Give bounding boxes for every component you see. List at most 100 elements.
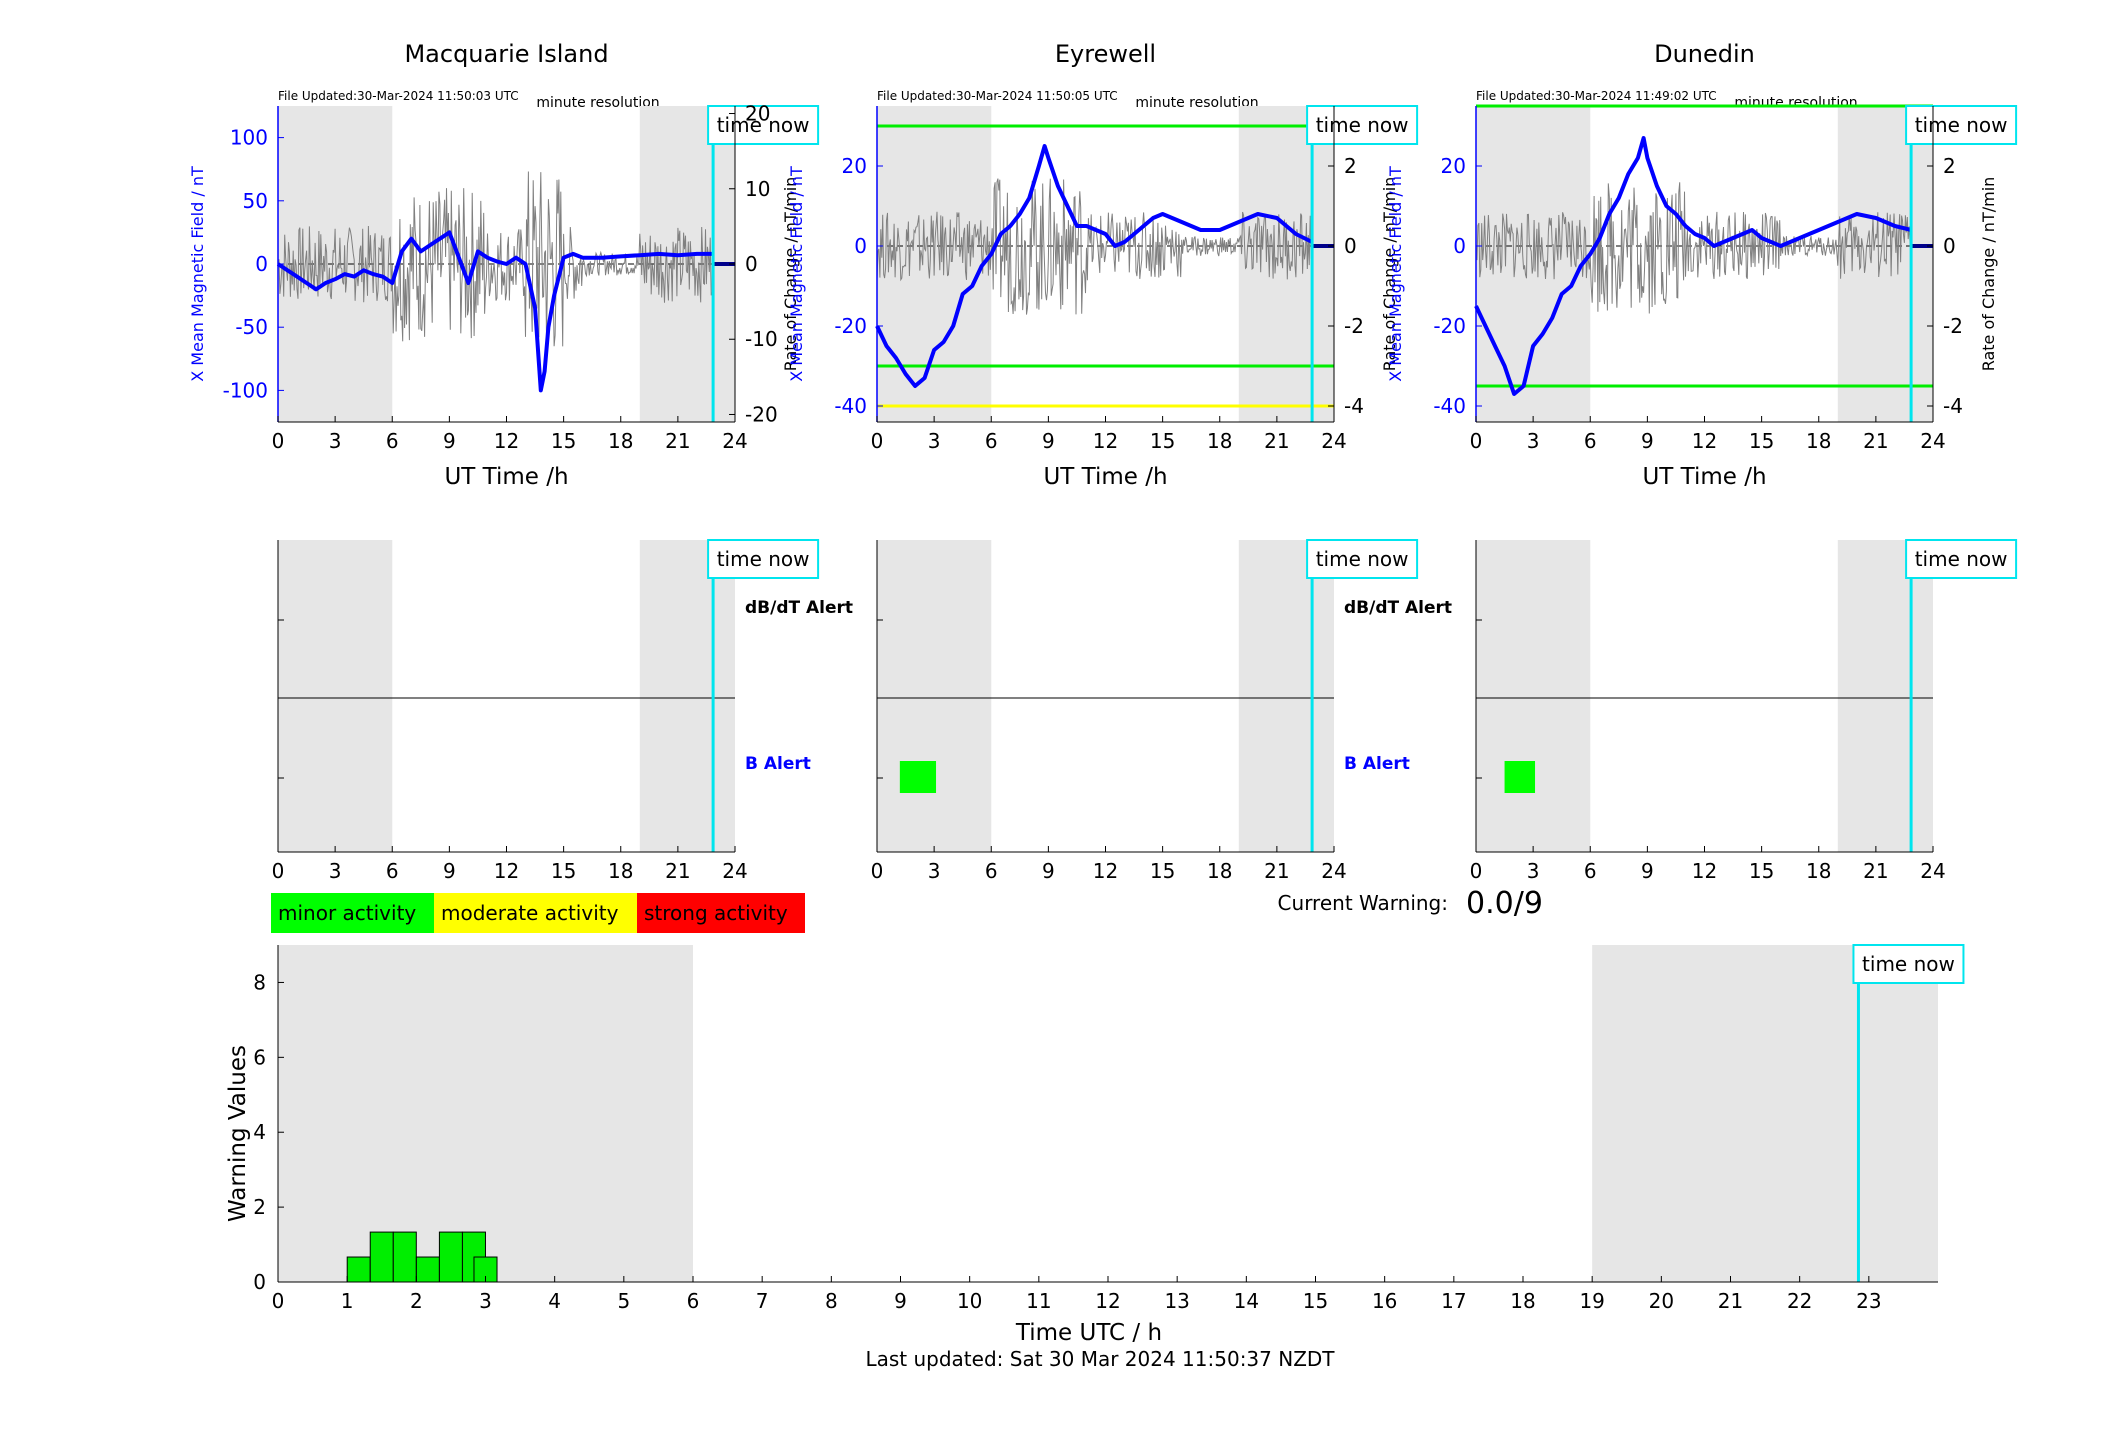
x-tick-label: 6	[386, 859, 399, 883]
x-tick-label: 24	[1321, 429, 1346, 453]
field-panel: Macquarie Island File Updated:30-Mar-2024…	[188, 40, 820, 490]
y-tick-label: 20	[1441, 154, 1466, 178]
x-tick-label: 3	[329, 429, 342, 453]
x-tick-label: 0	[1470, 859, 1483, 883]
x-tick-label: 18	[1806, 859, 1831, 883]
x-tick-label: 18	[1207, 859, 1232, 883]
night-shade	[278, 945, 693, 1282]
legend-swatch	[271, 893, 434, 933]
station-title: Dunedin	[1654, 40, 1755, 68]
x-tick-label: 7	[756, 1289, 769, 1313]
time-now-label: time now	[1316, 113, 1409, 137]
y-tick-label: 20	[842, 154, 867, 178]
x-tick-label: 18	[1510, 1289, 1535, 1313]
x-tick-label: 15	[1749, 859, 1774, 883]
x-tick-label: 21	[1863, 429, 1888, 453]
file-updated-text: File Updated:30-Mar-2024 11:50:05 UTC	[877, 89, 1118, 103]
x-tick-label: 3	[1527, 859, 1540, 883]
y-tick-label: 8	[253, 970, 266, 994]
mean-field-line	[1474, 136, 1912, 396]
x-tick-label: 12	[494, 859, 519, 883]
x-tick-label: 0	[871, 859, 884, 883]
warning-bar	[346, 1256, 371, 1283]
time-now-label: time now	[1862, 952, 1955, 976]
y-tick-label: -20	[834, 314, 867, 338]
minute-resolution-label: minute resolution	[536, 95, 659, 111]
y-right-tick-label: 2	[1943, 154, 1956, 178]
b-alert-marker	[899, 761, 937, 793]
warning-bar	[369, 1231, 394, 1283]
x-tick-label: 3	[479, 1289, 492, 1313]
x-axis-label: UT Time /h	[444, 464, 568, 490]
x-tick-label: 15	[551, 859, 576, 883]
night-shade	[1476, 540, 1591, 852]
x-axis-label: UT Time /h	[1642, 464, 1766, 490]
x-tick-label: 9	[1042, 429, 1055, 453]
x-tick-label: 6	[1584, 429, 1597, 453]
warning-bar	[392, 1231, 417, 1283]
x-tick-label: 12	[1095, 1289, 1120, 1313]
x-tick-label: 18	[1806, 429, 1831, 453]
legend-label: minor activity	[278, 901, 416, 925]
x-tick-label: 8	[825, 1289, 838, 1313]
warning-bar	[415, 1256, 440, 1283]
legend-label: strong activity	[644, 901, 788, 925]
y-tick-label: -20	[1433, 314, 1466, 338]
x-tick-label: 18	[1207, 429, 1232, 453]
field-panel: Dunedin File Updated:30-Mar-2024 11:49:02…	[1386, 40, 2018, 490]
x-tick-label: 16	[1372, 1289, 1397, 1313]
rate-of-change-line	[1475, 182, 1911, 314]
y-tick-label: 0	[1453, 234, 1466, 258]
y-right-tick-label: 0	[1344, 234, 1357, 258]
station-title: Macquarie Island	[404, 40, 608, 68]
y-right-tick-label: -2	[1943, 314, 1963, 338]
x-tick-label: 9	[1641, 859, 1654, 883]
time-now-box	[707, 539, 820, 579]
y-tick-label: 100	[230, 126, 268, 150]
b-alert-label: B Alert	[1344, 754, 1410, 774]
x-tick-label: 6	[386, 429, 399, 453]
x-tick-label: 6	[985, 859, 998, 883]
y-tick-label: 0	[255, 252, 268, 276]
y-axis-label: X Mean Magnetic Field / nT	[1386, 166, 1405, 382]
time-now-box	[1306, 539, 1419, 579]
file-updated-text: File Updated:30-Mar-2024 11:49:02 UTC	[1476, 89, 1717, 103]
x-tick-label: 24	[1920, 429, 1945, 453]
x-tick-label: 9	[443, 429, 456, 453]
x-tick-label: 6	[1584, 859, 1597, 883]
y-tick-label: -100	[223, 378, 268, 402]
x-tick-label: 15	[551, 429, 576, 453]
y-tick-label: 6	[253, 1045, 266, 1069]
x-tick-label: 18	[608, 859, 633, 883]
y-right-axis-label: Rate of Change / nT/min	[1979, 177, 1998, 372]
mean-field-line	[875, 144, 1313, 388]
b-alert-label: B Alert	[745, 754, 811, 774]
x-tick-label: 9	[1042, 859, 1055, 883]
time-now-label: time now	[1915, 113, 2008, 137]
activity-legend: minor activity moderate activity strong ac…	[271, 893, 805, 933]
mean-field-line	[276, 230, 714, 393]
legend-swatch	[434, 893, 637, 933]
y-tick-label: 0	[854, 234, 867, 258]
time-now-label: time now	[1316, 547, 1409, 571]
x-tick-label: 3	[928, 429, 941, 453]
x-tick-label: 21	[1718, 1289, 1743, 1313]
x-tick-label: 23	[1856, 1289, 1881, 1313]
x-tick-label: 15	[1150, 429, 1175, 453]
y-right-tick-label: 0	[745, 252, 758, 276]
x-tick-label: 21	[665, 859, 690, 883]
x-tick-label: 22	[1787, 1289, 1812, 1313]
x-tick-label: 11	[1026, 1289, 1051, 1313]
x-tick-label: 0	[1470, 429, 1483, 453]
x-tick-label: 4	[548, 1289, 561, 1313]
y-tick-label: 4	[253, 1120, 266, 1144]
time-now-box	[1852, 944, 1965, 984]
night-shade	[1837, 540, 1933, 852]
x-tick-label: 19	[1579, 1289, 1604, 1313]
y-tick-label: -40	[834, 394, 867, 418]
alert-panel: time now 0 3 6 9 12 15 18 21 24 dB/dT Alert B Alert	[871, 539, 1452, 883]
x-tick-label: 3	[329, 859, 342, 883]
x-tick-label: 21	[1264, 859, 1289, 883]
x-tick-label: 15	[1150, 859, 1175, 883]
